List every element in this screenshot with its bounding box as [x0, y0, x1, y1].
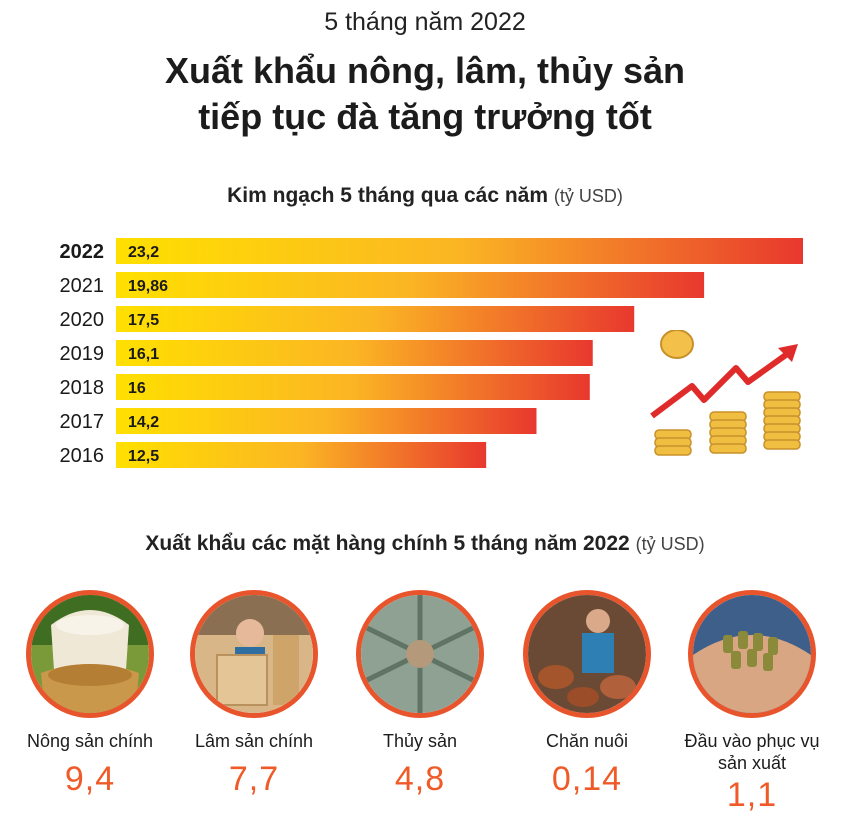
product-name: Nông sản chính	[26, 731, 154, 751]
growth-arrow-icon	[650, 344, 798, 419]
products-row: Nông sản chính 9,4 Lâm sản chính 7,7	[0, 590, 850, 814]
bar	[116, 442, 487, 468]
kicker-title: 5 tháng năm 2022	[324, 8, 526, 36]
product-livestock: Chăn nuôi 0,14	[503, 590, 671, 799]
product-value: 9,4	[64, 760, 116, 798]
year-label: 2022	[60, 241, 105, 263]
products-title-text: Xuất khẩu các mặt hàng chính 5 tháng năm…	[145, 532, 630, 555]
bar	[116, 238, 803, 264]
headline: Xuất khẩu nông, lâm, thủy sản tiếp tục đ…	[0, 48, 850, 140]
coins-growth-icon	[650, 330, 801, 456]
bar-value-label: 16,1	[128, 346, 159, 363]
chart-unit: (tỷ USD)	[553, 186, 623, 206]
bar-value-label: 17,5	[128, 312, 159, 329]
bar	[116, 306, 635, 332]
year-label: 2016	[60, 445, 105, 467]
wood-icon	[190, 590, 318, 718]
chart-title-text: Kim ngạch 5 tháng qua các năm	[227, 184, 549, 207]
chart-title: Kim ngạch 5 tháng qua các năm (tỷ USD)	[0, 184, 850, 208]
export-bar-chart: 2022 23,2 2021 19,86 2020 17,5 2019 16,1 2018 16 2…	[60, 238, 803, 468]
product-name: Thủy sản	[382, 731, 458, 751]
year-label: 2020	[60, 309, 105, 331]
year-label: 2017	[60, 411, 105, 433]
bar	[116, 340, 593, 366]
year-label: 2021	[60, 275, 105, 297]
bar-value-label: 12,5	[128, 448, 159, 465]
product-name: Đầu vào phục vụ sản xuất	[684, 731, 820, 773]
coin-stack-icon	[654, 330, 801, 456]
bar-value-label: 16	[128, 380, 146, 397]
bar	[116, 408, 537, 434]
year-label: 2019	[60, 343, 105, 365]
product-agriculture: Nông sản chính 9,4	[6, 590, 174, 799]
product-value: 0,14	[551, 760, 623, 798]
products-unit: (tỷ USD)	[635, 534, 705, 554]
year-label: 2018	[60, 377, 105, 399]
bar-value-label: 19,86	[128, 278, 168, 295]
fish-icon	[356, 590, 484, 718]
rice-icon	[26, 590, 154, 718]
headline-line-1: Xuất khẩu nông, lâm, thủy sản	[164, 50, 686, 91]
headline-line-2: tiếp tục đà tăng trưởng tốt	[198, 96, 652, 137]
bar-value-label: 14,2	[128, 414, 159, 431]
product-fishery: Thủy sản 4,8	[336, 590, 504, 799]
product-name: Chăn nuôi	[545, 731, 629, 751]
products-title: Xuất khẩu các mặt hàng chính 5 tháng năm…	[0, 532, 850, 556]
product-inputs: Đầu vào phục vụ sản xuất 1,1	[668, 590, 836, 815]
product-forestry: Lâm sản chính 7,7	[170, 590, 338, 799]
bar	[116, 374, 590, 400]
bar-value-label: 23,2	[128, 244, 159, 261]
product-value: 4,8	[394, 760, 446, 798]
product-name: Lâm sản chính	[194, 731, 314, 751]
feed-pellet-icon	[688, 590, 816, 718]
bar	[116, 272, 705, 298]
product-value: 7,7	[228, 760, 280, 798]
livestock-icon	[523, 590, 651, 718]
product-value: 1,1	[726, 776, 778, 814]
